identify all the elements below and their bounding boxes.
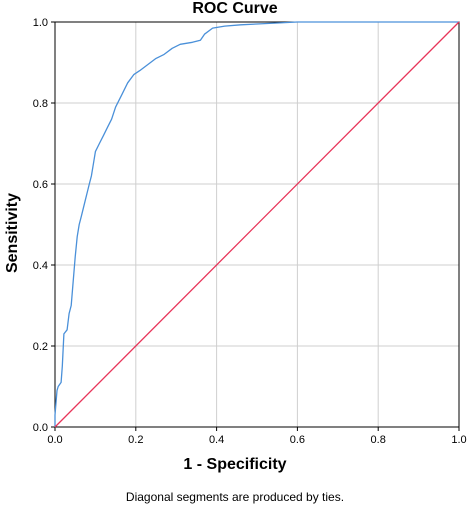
chart-footnote: Diagonal segments are produced by ties. <box>125 490 345 504</box>
y-tick-label: 0.6 <box>33 179 48 191</box>
y-tick-label: 0.2 <box>33 341 48 353</box>
chart-title: ROC Curve <box>192 0 278 17</box>
x-tick-label: 0.8 <box>371 434 386 446</box>
reference-diagonal-line <box>54 21 460 428</box>
x-tick-label: 0.6 <box>290 434 305 446</box>
y-tick-label: 0.4 <box>33 260 48 272</box>
x-tick-label: 0.2 <box>128 434 143 446</box>
y-tick-label: 1.0 <box>33 17 48 29</box>
x-tick-label: 0.4 <box>209 434 224 446</box>
x-tick-label: 1.0 <box>451 434 466 446</box>
y-tick-label: 0.8 <box>33 98 48 110</box>
y-axis-label: Sensitivity <box>4 192 21 274</box>
y-tick-label: 0.0 <box>33 422 48 434</box>
plot-frame <box>54 21 460 428</box>
x-axis-label: 1 - Specificity <box>183 456 287 473</box>
x-tick-label: 0.0 <box>47 434 62 446</box>
roc-curve-line <box>54 21 459 427</box>
